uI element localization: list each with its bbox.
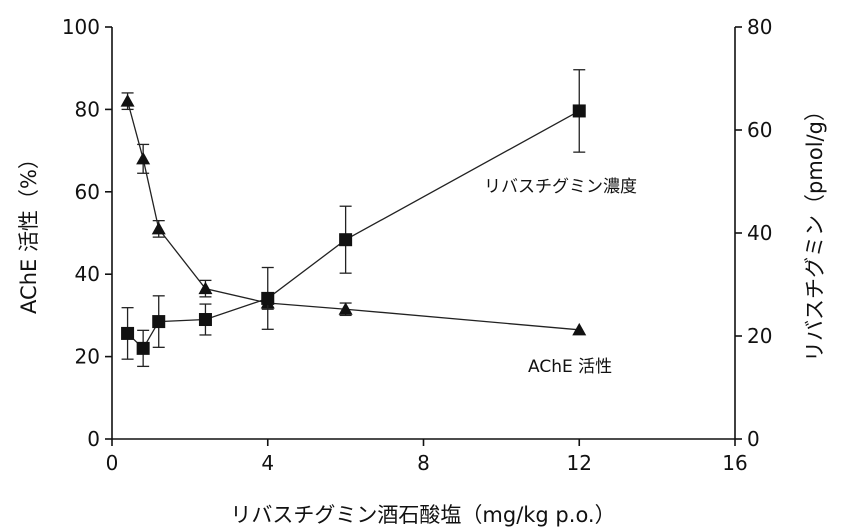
square-marker: [572, 104, 586, 118]
y-right-tick-label: 60: [747, 118, 772, 142]
square-marker: [121, 326, 135, 340]
y-right-tick-label: 80: [747, 15, 772, 39]
y-axis-left-label: AChE 活性（%）: [17, 148, 41, 314]
series-line: [126, 100, 580, 331]
series-label-rivastigmine: リバスチグミン濃度: [484, 177, 637, 197]
x-tick-label: 16: [722, 451, 747, 475]
square-marker: [198, 313, 212, 327]
square-marker: [152, 315, 166, 329]
x-tick-label: 4: [261, 451, 274, 475]
y-right-tick-label: 20: [747, 324, 772, 348]
triangle-marker: [572, 322, 587, 336]
x-axis-label: リバスチグミン酒石酸塩（mg/kg p.o.）: [230, 503, 615, 527]
triangle-marker: [151, 221, 166, 235]
y-left-tick-label: 100: [62, 15, 100, 39]
triangle-marker: [120, 94, 135, 107]
y-left-tick-label: 0: [87, 427, 100, 451]
x-tick-label: 12: [567, 451, 592, 475]
y-axis-right-label: リバスチグミン（pmol/g）: [803, 100, 827, 362]
triangle-marker: [338, 302, 353, 315]
square-marker: [136, 341, 150, 355]
series-ache-activity: [120, 92, 587, 336]
x-tick-label: 8: [417, 451, 430, 475]
series-layer: [120, 69, 587, 368]
y-left-tick-label: 80: [75, 97, 100, 121]
y-right-tick-label: 40: [747, 221, 772, 245]
triangle-marker: [198, 281, 213, 295]
y-left-tick-label: 40: [75, 262, 100, 286]
square-marker: [261, 291, 275, 305]
series-label-ache: AChE 活性: [528, 357, 612, 377]
y-right-tick-label: 0: [747, 427, 760, 451]
x-tick-label: 0: [106, 451, 119, 475]
y-left-tick-label: 20: [75, 345, 100, 369]
y-left-tick-label: 60: [75, 180, 100, 204]
square-marker: [339, 233, 353, 247]
series-line: [127, 110, 580, 350]
triangle-marker: [136, 151, 151, 165]
axes: [111, 27, 736, 440]
series-rivastigmine-concentration: [121, 69, 586, 368]
